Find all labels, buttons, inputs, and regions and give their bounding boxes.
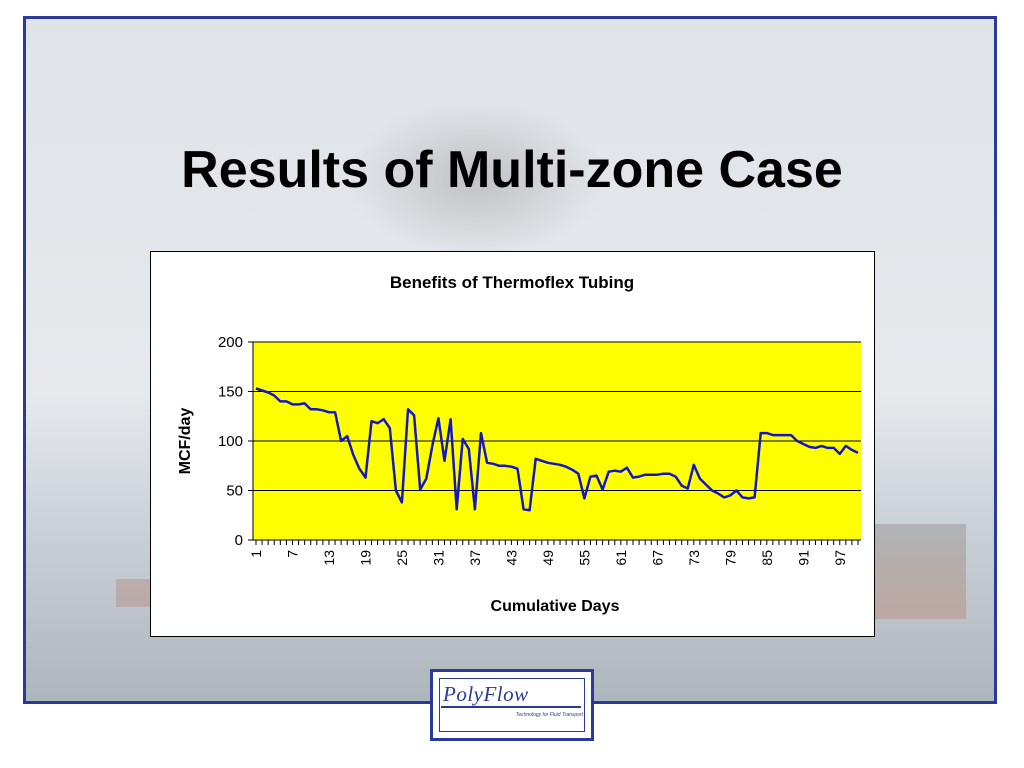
y-axis-label: MCF/day — [177, 408, 194, 475]
y-axis: 0 50 100 150 200 — [218, 334, 254, 549]
y-tick-label: 150 — [218, 384, 243, 401]
x-tick-label: 1 — [248, 550, 264, 558]
x-tick-label: 13 — [321, 550, 337, 566]
polyflow-logo: PolyFlow Technology for Fluid Transport — [430, 669, 594, 741]
x-axis: 1 7 13 19 25 31 37 43 49 55 61 67 73 79 85 91 97 — [248, 539, 861, 566]
background-smoke — [346, 99, 606, 259]
logo-border — [439, 678, 585, 732]
line-chart: Benefits of Thermoflex Tubing 0 50 100 150 2… — [177, 273, 861, 615]
background-platform — [871, 524, 966, 619]
logo-tagline: Technology for Fluid Transport — [515, 712, 583, 718]
x-tick-label: 49 — [540, 550, 556, 566]
x-tick-label: 43 — [503, 550, 519, 566]
series-group — [255, 387, 859, 512]
x-tick-label: 73 — [686, 550, 702, 566]
x-tick-label: 37 — [467, 550, 483, 566]
y-tick-label: 200 — [218, 334, 243, 351]
x-tick-label: 19 — [357, 550, 373, 566]
x-tick-label: 7 — [284, 550, 300, 558]
x-tick-label: 61 — [613, 550, 629, 566]
x-tick-label: 91 — [795, 550, 811, 566]
logo-wordmark: PolyFlow — [443, 682, 529, 706]
y-tick-label: 0 — [235, 532, 243, 549]
x-tick-label: 67 — [649, 550, 665, 566]
x-tick-label: 31 — [430, 550, 446, 566]
logo-swoosh — [441, 706, 581, 708]
x-tick-label: 97 — [832, 550, 848, 566]
y-tick-label: 50 — [226, 483, 243, 500]
x-tick-label: 55 — [576, 550, 592, 566]
x-tick-label: 25 — [394, 550, 410, 566]
x-tick-label: 85 — [759, 550, 775, 566]
y-tick-label: 100 — [218, 433, 243, 450]
x-tick-label: 79 — [722, 550, 738, 566]
series-line — [255, 387, 859, 512]
page-title: Results of Multi-zone Case — [181, 141, 843, 199]
x-axis-label: Cumulative Days — [491, 598, 620, 615]
chart-title: Benefits of Thermoflex Tubing — [390, 273, 634, 292]
